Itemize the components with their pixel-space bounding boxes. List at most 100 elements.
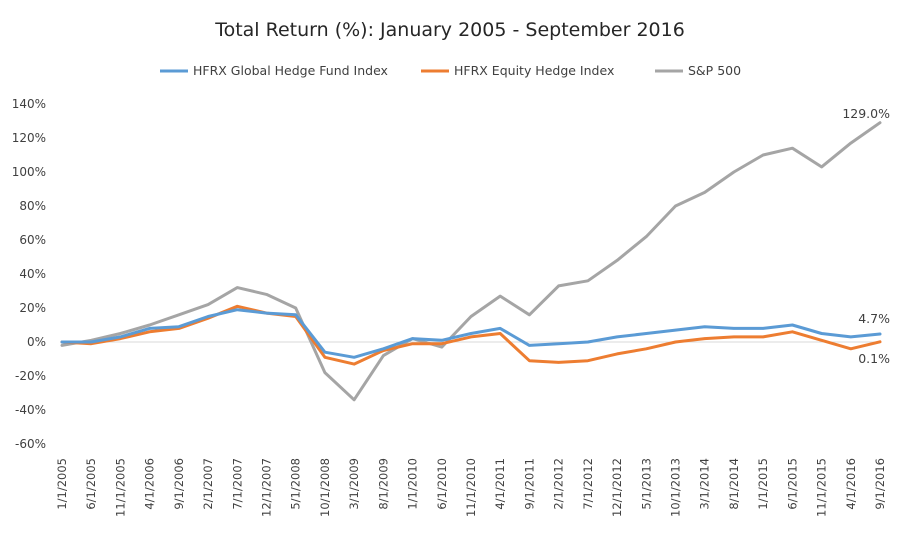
series-point xyxy=(352,362,356,366)
series-point xyxy=(761,335,765,339)
x-tick-label: 12/1/2007 xyxy=(260,458,274,517)
end-value-label: 0.1% xyxy=(858,351,890,366)
series-point xyxy=(177,313,181,316)
series-point xyxy=(586,340,590,344)
x-tick-label: 9/1/2006 xyxy=(172,458,186,510)
series-point xyxy=(849,141,852,145)
x-tick-label: 5/1/2013 xyxy=(639,458,653,510)
x-tick-label: 11/1/2010 xyxy=(464,458,478,517)
series-point xyxy=(849,335,852,339)
x-tick-label: 1/1/2010 xyxy=(406,458,420,510)
series-point xyxy=(411,337,414,340)
series-point xyxy=(645,235,648,238)
series-point xyxy=(557,342,560,345)
x-tick-label: 12/1/2012 xyxy=(610,458,624,517)
series-point xyxy=(761,327,765,330)
x-tick-label: 6/1/2005 xyxy=(84,458,98,510)
y-tick-label: -40% xyxy=(15,403,46,417)
series-point xyxy=(557,284,560,288)
series-point xyxy=(469,335,473,339)
series-point xyxy=(440,342,443,345)
y-tick-label: 80% xyxy=(19,199,46,213)
y-tick-label: 40% xyxy=(19,267,46,281)
series-point xyxy=(703,337,706,340)
series-point xyxy=(645,347,648,350)
series-point xyxy=(294,313,297,316)
chart-title: Total Return (%): January 2005 - Septemb… xyxy=(214,19,685,41)
y-tick-label: 20% xyxy=(19,301,46,315)
series-point xyxy=(791,330,794,333)
series-lines xyxy=(60,121,882,402)
x-tick-label: 10/1/2008 xyxy=(318,458,332,517)
x-tick-label: 4/1/2016 xyxy=(844,458,858,510)
series-point xyxy=(820,339,823,342)
x-tick-label: 8/1/2014 xyxy=(727,458,741,510)
legend-label: HFRX Equity Hedge Index xyxy=(454,63,614,78)
series-point xyxy=(382,347,385,350)
series-point xyxy=(528,344,531,347)
series-point xyxy=(469,332,473,335)
series-point xyxy=(499,332,502,335)
x-tick-label: 5/1/2008 xyxy=(289,458,303,510)
series-point xyxy=(674,328,677,332)
x-tick-label: 1/1/2015 xyxy=(756,458,770,510)
series-point xyxy=(791,323,794,327)
series-point xyxy=(615,352,619,356)
series-point xyxy=(820,332,823,335)
x-tick-label: 2/1/2007 xyxy=(201,458,215,510)
x-tick-label: 4/1/2011 xyxy=(493,458,507,510)
y-tick-label: 100% xyxy=(12,165,46,179)
series-line-2 xyxy=(60,121,882,402)
series-point xyxy=(294,306,297,310)
series-point xyxy=(528,313,531,316)
legend-label: HFRX Global Hedge Fund Index xyxy=(193,63,388,78)
end-value-label: 129.0% xyxy=(842,106,890,121)
series-point xyxy=(645,332,648,335)
series-point xyxy=(732,335,736,339)
x-tick-label: 6/1/2010 xyxy=(435,458,449,510)
series-point xyxy=(60,340,64,344)
series-point xyxy=(615,335,619,339)
series-point xyxy=(878,340,882,343)
series-point xyxy=(119,335,122,339)
series-point xyxy=(236,305,239,308)
x-axis-ticks: 1/1/2005 6/1/2005 11/1/2005 4/1/2006 9/1/200… xyxy=(55,458,887,517)
series-point xyxy=(177,325,181,328)
series-point xyxy=(323,371,327,374)
series-point xyxy=(557,361,560,364)
series-point xyxy=(148,327,151,330)
series-point xyxy=(703,325,706,328)
series-point xyxy=(674,204,677,208)
series-point xyxy=(90,340,93,344)
end-value-label: 4.7% xyxy=(858,311,890,326)
series-point xyxy=(586,359,590,362)
y-tick-label: 0% xyxy=(27,335,46,349)
series-point xyxy=(323,351,327,354)
y-axis-ticks: -60% -40% -20% 0% 20% 40% 60% 80% 100% 120% 140% xyxy=(12,97,46,451)
x-tick-label: 3/1/2014 xyxy=(698,458,712,510)
series-point xyxy=(352,398,356,401)
series-point xyxy=(60,344,64,347)
series-point xyxy=(528,359,531,362)
series-point xyxy=(820,165,823,169)
x-tick-label: 7/1/2012 xyxy=(581,458,595,510)
series-point xyxy=(411,342,414,345)
series-point xyxy=(878,121,882,124)
series-point xyxy=(440,345,443,349)
series-point xyxy=(469,315,473,318)
x-tick-label: 1/1/2005 xyxy=(55,458,69,510)
y-tick-label: 140% xyxy=(12,97,46,111)
series-point xyxy=(849,347,852,350)
x-tick-label: 3/1/2009 xyxy=(347,458,361,510)
series-point xyxy=(615,259,619,262)
x-tick-label: 11/1/2015 xyxy=(815,458,829,517)
x-tick-label: 4/1/2006 xyxy=(143,458,157,510)
x-tick-label: 2/1/2012 xyxy=(552,458,566,510)
series-point xyxy=(732,170,736,174)
series-point xyxy=(352,356,356,359)
series-point xyxy=(499,327,502,330)
y-tick-label: -20% xyxy=(15,369,46,383)
legend-label: S&P 500 xyxy=(688,63,741,78)
series-point xyxy=(148,323,151,327)
y-tick-label: 120% xyxy=(12,131,46,145)
